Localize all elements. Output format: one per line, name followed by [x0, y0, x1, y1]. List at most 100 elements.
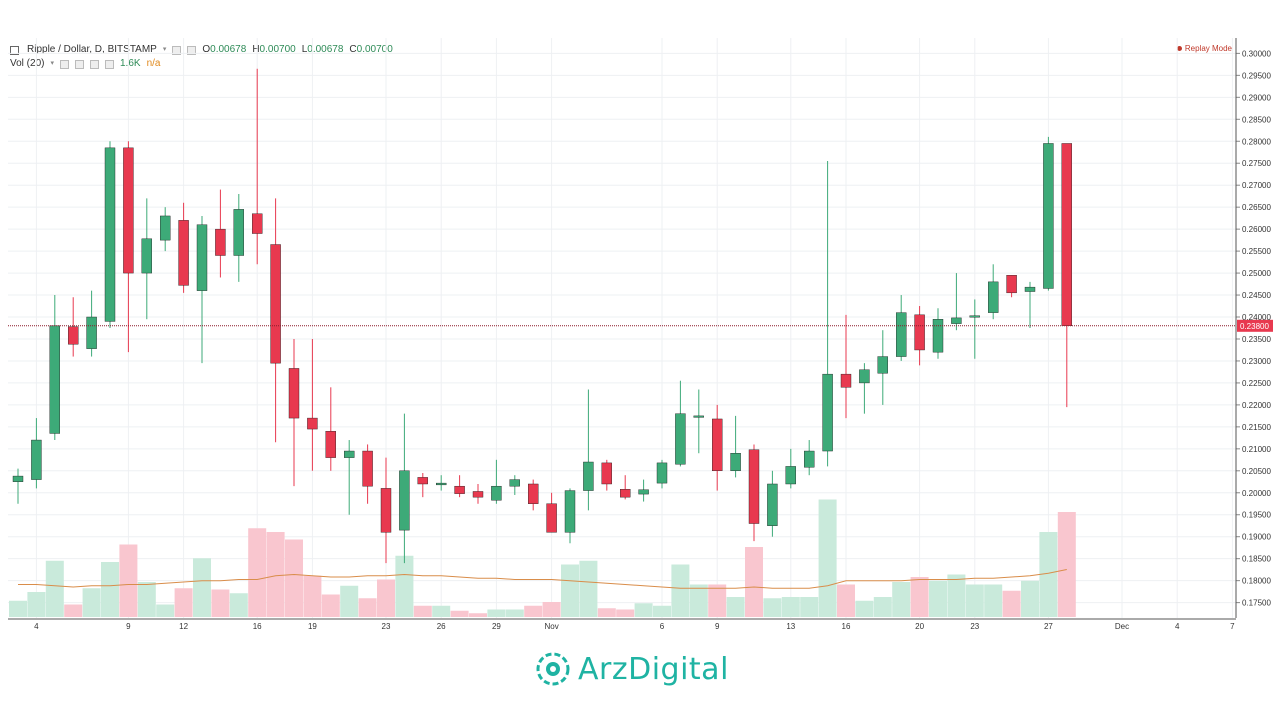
candle [969, 299, 980, 359]
close-icon[interactable] [187, 45, 197, 55]
candle-body [675, 413, 686, 465]
candle [215, 189, 226, 278]
candle [362, 444, 373, 504]
y-tick-label: 0.20500 [1242, 467, 1271, 476]
volume-bar [708, 584, 727, 617]
visibility-icon[interactable] [59, 59, 69, 69]
x-tick-label: 16 [253, 622, 262, 631]
volume-value: 1.6K [119, 58, 141, 69]
add-icon[interactable] [89, 59, 99, 69]
volume-bar [910, 577, 929, 617]
volume-bars [9, 499, 1076, 617]
candle-body [288, 368, 300, 419]
candle [417, 473, 428, 498]
candle-body [748, 449, 760, 524]
candle-body [49, 325, 60, 434]
candle-body [896, 312, 907, 357]
volume-bar [469, 613, 487, 617]
candle-body [196, 224, 208, 291]
price-tag-label: 0.23800 [1240, 322, 1269, 331]
volume-ma-polyline [18, 569, 1067, 589]
volume-bar [579, 560, 598, 617]
volume-bar [837, 584, 855, 617]
x-tick-label: 20 [915, 622, 924, 631]
symbol-caret-icon[interactable]: ▾ [162, 46, 167, 53]
candle-body [436, 482, 447, 486]
y-tick-label: 0.29500 [1242, 71, 1271, 80]
y-tick-label: 0.25000 [1242, 269, 1271, 278]
x-tick-label: 13 [786, 622, 795, 631]
x-tick-label: 23 [382, 622, 391, 631]
volume-bar [229, 593, 248, 617]
replay-mode-indicator[interactable]: Replay Mode [1176, 44, 1232, 53]
x-tick-label: 9 [126, 622, 131, 631]
candle [1006, 275, 1017, 298]
volume-bar [505, 609, 524, 617]
candle [896, 295, 907, 361]
replay-mode-label: Replay Mode [1184, 44, 1232, 53]
volume-bar [542, 602, 561, 617]
close-value: 0.00700 [356, 44, 393, 55]
volume-row: Vol (20) ▾ 1.6K n/a [10, 57, 393, 71]
volume-bar [119, 544, 138, 617]
low-value: 0.00678 [307, 44, 344, 55]
watermark: ArzDigital [534, 650, 729, 688]
candle [233, 193, 245, 282]
settings-icon[interactable] [172, 45, 182, 55]
volume-bar [726, 597, 745, 617]
collapse-legend-icon[interactable] [10, 45, 19, 55]
candle-body [178, 220, 189, 286]
symbol-title[interactable]: Ripple / Dollar, D, BITSTAMP [27, 44, 157, 55]
close-key: C [349, 44, 357, 55]
y-tick-label: 0.18500 [1242, 555, 1271, 564]
candle-body [104, 147, 116, 322]
volume-bar [285, 539, 303, 617]
volume-bar [174, 588, 193, 617]
candle [454, 475, 465, 498]
y-tick-label: 0.17500 [1242, 599, 1271, 608]
candle [675, 380, 686, 467]
candle [1024, 281, 1036, 328]
volume-ma-line [18, 569, 1067, 589]
volume-bar [377, 579, 395, 617]
low-key: L [301, 44, 308, 55]
record-dot-icon [1176, 46, 1182, 52]
candle [436, 475, 447, 491]
volume-close-icon[interactable] [104, 59, 114, 69]
candle [12, 468, 24, 504]
candle [509, 475, 520, 495]
volume-bar [450, 610, 469, 617]
candle-body [877, 356, 888, 374]
volume-settings-icon[interactable] [74, 59, 84, 69]
candle [141, 198, 153, 320]
volume-bar [248, 528, 267, 617]
volume-bar [27, 592, 46, 617]
candle [767, 470, 778, 537]
x-tick-label: 4 [34, 622, 39, 631]
candle [914, 306, 925, 366]
candle [730, 415, 741, 478]
x-tick-label: 12 [179, 622, 188, 631]
volume-bar [873, 597, 892, 617]
candle-body [638, 489, 649, 495]
y-tick-label: 0.21500 [1242, 423, 1271, 432]
candle-body [159, 215, 171, 241]
candle [712, 404, 723, 491]
price-tag [1237, 319, 1273, 332]
volume-label[interactable]: Vol (20) [10, 58, 45, 69]
y-tick-label: 0.18000 [1242, 577, 1271, 586]
arzdigital-logo-icon [536, 652, 570, 686]
y-tick-label: 0.19000 [1242, 533, 1271, 542]
volume-caret-icon[interactable]: ▾ [50, 60, 54, 67]
volume-bar [358, 598, 377, 617]
candle [325, 387, 336, 471]
volume-bar [432, 605, 451, 617]
y-tick-label: 0.24500 [1242, 291, 1271, 300]
volume-bar [1021, 580, 1039, 617]
candle-body [270, 244, 281, 364]
candle [380, 457, 392, 564]
candle-body [1043, 143, 1054, 289]
y-tick-label: 0.28500 [1242, 115, 1271, 124]
volume-bar [892, 582, 911, 617]
